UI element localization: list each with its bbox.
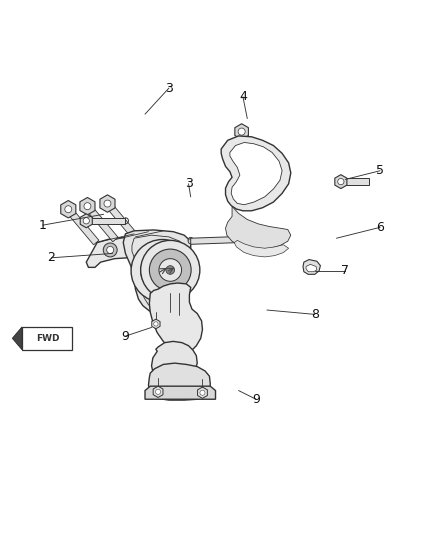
Circle shape <box>238 128 245 135</box>
Polygon shape <box>306 264 317 272</box>
Circle shape <box>150 259 175 283</box>
Text: 4: 4 <box>239 90 247 103</box>
Polygon shape <box>335 175 347 189</box>
Circle shape <box>151 239 165 254</box>
Polygon shape <box>152 253 191 293</box>
Circle shape <box>149 249 191 291</box>
Polygon shape <box>153 386 163 398</box>
FancyBboxPatch shape <box>22 327 72 350</box>
Circle shape <box>107 246 114 254</box>
Circle shape <box>200 390 205 395</box>
Polygon shape <box>61 200 76 218</box>
Polygon shape <box>145 386 215 399</box>
Polygon shape <box>226 206 291 249</box>
Polygon shape <box>86 218 125 224</box>
Polygon shape <box>341 178 369 185</box>
Text: 3: 3 <box>165 82 173 94</box>
Polygon shape <box>105 201 138 239</box>
Circle shape <box>83 217 89 224</box>
Polygon shape <box>100 195 115 212</box>
Text: 2: 2 <box>47 251 55 264</box>
Circle shape <box>141 249 184 293</box>
Polygon shape <box>123 230 191 315</box>
Circle shape <box>155 389 161 394</box>
Polygon shape <box>66 207 99 245</box>
Polygon shape <box>238 132 245 160</box>
Circle shape <box>249 237 254 241</box>
Circle shape <box>188 237 193 243</box>
Circle shape <box>338 179 344 185</box>
Circle shape <box>104 200 111 207</box>
Circle shape <box>103 243 117 257</box>
Circle shape <box>131 239 194 302</box>
Polygon shape <box>152 319 160 329</box>
Circle shape <box>157 265 168 276</box>
Text: FWD: FWD <box>36 334 60 343</box>
Polygon shape <box>80 214 92 228</box>
Text: 8: 8 <box>311 308 319 321</box>
Text: 5: 5 <box>376 164 384 177</box>
Circle shape <box>141 240 200 300</box>
Polygon shape <box>221 136 291 211</box>
Circle shape <box>155 243 162 250</box>
Polygon shape <box>13 327 22 350</box>
Circle shape <box>154 322 158 326</box>
Polygon shape <box>191 236 252 244</box>
Circle shape <box>84 203 91 209</box>
Polygon shape <box>149 283 202 353</box>
Text: 1: 1 <box>39 219 47 232</box>
Circle shape <box>166 265 175 274</box>
Polygon shape <box>234 240 289 257</box>
Text: 9: 9 <box>252 393 260 406</box>
Text: 3: 3 <box>184 177 192 190</box>
Circle shape <box>131 245 138 252</box>
Polygon shape <box>235 124 248 140</box>
Polygon shape <box>86 237 180 268</box>
Circle shape <box>127 241 141 255</box>
Circle shape <box>188 239 193 244</box>
Polygon shape <box>303 260 321 274</box>
Text: 9: 9 <box>121 329 129 343</box>
Text: 6: 6 <box>376 221 384 234</box>
Circle shape <box>65 206 72 213</box>
Polygon shape <box>198 387 207 398</box>
Polygon shape <box>85 204 118 242</box>
Polygon shape <box>148 363 210 400</box>
Polygon shape <box>80 197 95 215</box>
Circle shape <box>159 259 182 281</box>
Polygon shape <box>152 341 197 379</box>
Polygon shape <box>230 142 282 205</box>
Text: 7: 7 <box>341 264 349 277</box>
